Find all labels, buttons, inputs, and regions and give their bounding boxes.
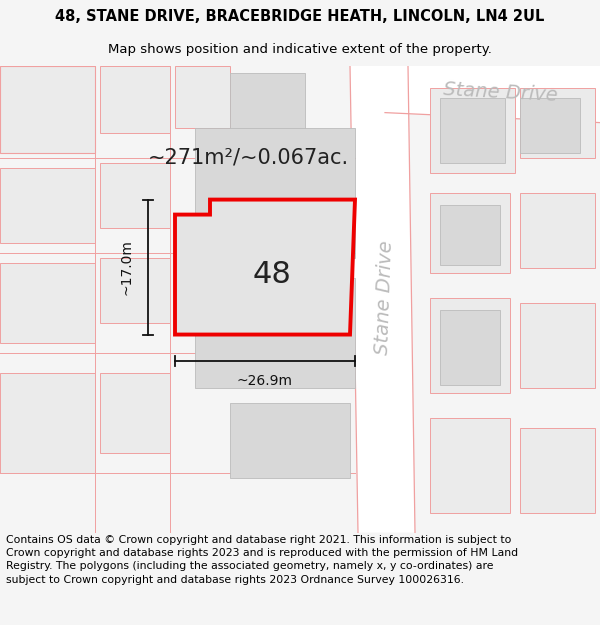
Bar (430, 192, 510, 272)
Bar (430, 88, 515, 172)
Bar (430, 298, 510, 392)
Bar (430, 418, 510, 512)
Bar (520, 428, 595, 512)
Bar (440, 204, 500, 264)
Bar (100, 258, 170, 322)
Text: ~17.0m: ~17.0m (119, 239, 133, 295)
Bar (520, 302, 595, 388)
Bar (100, 66, 170, 132)
Polygon shape (350, 66, 415, 532)
Bar (100, 162, 170, 228)
Bar (100, 372, 170, 452)
Bar (0, 372, 95, 472)
Text: Contains OS data © Crown copyright and database right 2021. This information is : Contains OS data © Crown copyright and d… (6, 535, 518, 584)
Text: 48: 48 (253, 260, 292, 289)
Bar (520, 98, 580, 152)
Bar (520, 192, 595, 268)
Text: Stane Drive: Stane Drive (374, 240, 397, 355)
Bar (175, 66, 230, 128)
Bar (0, 168, 95, 242)
Bar (520, 88, 595, 158)
Bar (230, 72, 305, 142)
Bar (195, 127, 355, 258)
Bar (440, 98, 505, 162)
Bar (440, 309, 500, 384)
Bar (195, 278, 355, 388)
Polygon shape (175, 199, 355, 334)
Text: 48, STANE DRIVE, BRACEBRIDGE HEATH, LINCOLN, LN4 2UL: 48, STANE DRIVE, BRACEBRIDGE HEATH, LINC… (55, 9, 545, 24)
Text: ~26.9m: ~26.9m (237, 374, 293, 388)
Text: ~271m²/~0.067ac.: ~271m²/~0.067ac. (148, 148, 349, 168)
Polygon shape (380, 66, 600, 122)
Bar (0, 66, 95, 152)
Bar (230, 402, 350, 478)
Text: Map shows position and indicative extent of the property.: Map shows position and indicative extent… (108, 42, 492, 56)
Bar (0, 262, 95, 343)
Text: Stane Drive: Stane Drive (442, 80, 557, 105)
